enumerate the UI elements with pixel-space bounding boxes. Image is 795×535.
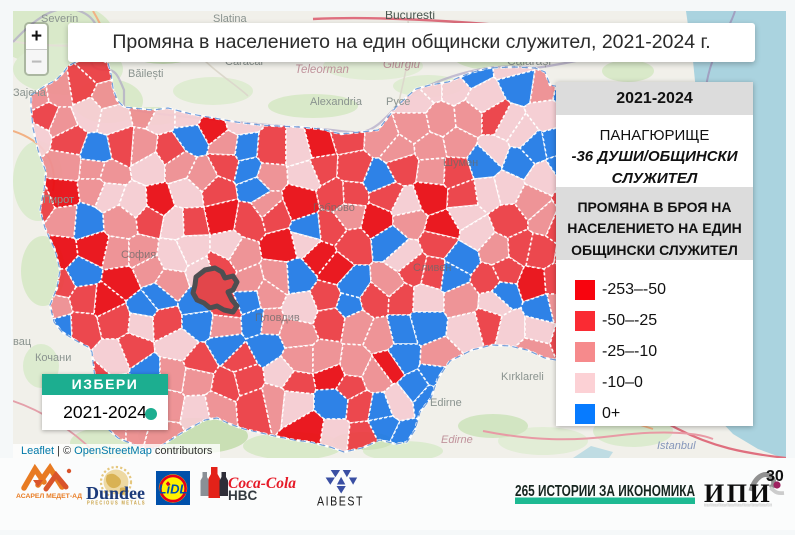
svg-text:Зајеча: Зајеча <box>13 87 47 99</box>
svg-text:Сливен: Сливен <box>413 262 451 274</box>
svg-text:вац: вац <box>13 336 32 348</box>
svg-text:Kırklareli: Kırklareli <box>501 371 544 383</box>
svg-text:Шумен: Шумен <box>443 157 478 169</box>
svg-text:LiDL: LiDL <box>159 482 188 497</box>
svg-text:Istanbul: Istanbul <box>657 440 696 452</box>
svg-text:30: 30 <box>766 468 784 485</box>
svg-text:Габрово: Габрово <box>313 202 355 214</box>
svg-text:София: София <box>121 249 156 261</box>
svg-text:Кочани: Кочани <box>35 352 71 364</box>
svg-text:Giurgiu: Giurgiu <box>383 59 421 71</box>
svg-text:Coca-Cola: Coca-Cola <box>228 475 296 492</box>
svg-text:Teleorman: Teleorman <box>295 64 349 76</box>
svg-text:AIBEST: AIBEST <box>317 495 364 509</box>
svg-text:Severin: Severin <box>41 13 78 25</box>
svg-text:Edirne: Edirne <box>430 397 462 409</box>
svg-text:Пловдив: Пловдив <box>255 312 300 324</box>
svg-text:HBC: HBC <box>228 488 257 503</box>
svg-text:Edirne: Edirne <box>441 434 473 446</box>
svg-text:Пирот: Пирот <box>43 194 74 206</box>
svg-text:fill="#9a9a9a" font-family="Li: fill="#9a9a9a" font-family="Liberation S… <box>704 503 772 508</box>
svg-text:Dundee: Dundee <box>86 483 145 503</box>
svg-text:АСАРЕЛ МЕДЕТ-АД: АСАРЕЛ МЕДЕТ-АД <box>16 493 82 500</box>
svg-text:Русе: Русе <box>386 96 410 108</box>
svg-text:Bucuresti: Bucuresti <box>385 11 435 22</box>
svg-text:265 ИСТОРИИ ЗА ИКОНОМИКА: 265 ИСТОРИИ ЗА ИКОНОМИКА <box>515 483 695 500</box>
svg-text:Alexandria: Alexandria <box>310 96 363 108</box>
svg-text:Slatina: Slatina <box>213 13 248 25</box>
svg-text:PRECIOUS METALS: PRECIOUS METALS <box>87 501 146 507</box>
svg-text:Băilești: Băilești <box>128 68 163 80</box>
svg-text:ИПИ: ИПИ <box>704 479 772 508</box>
